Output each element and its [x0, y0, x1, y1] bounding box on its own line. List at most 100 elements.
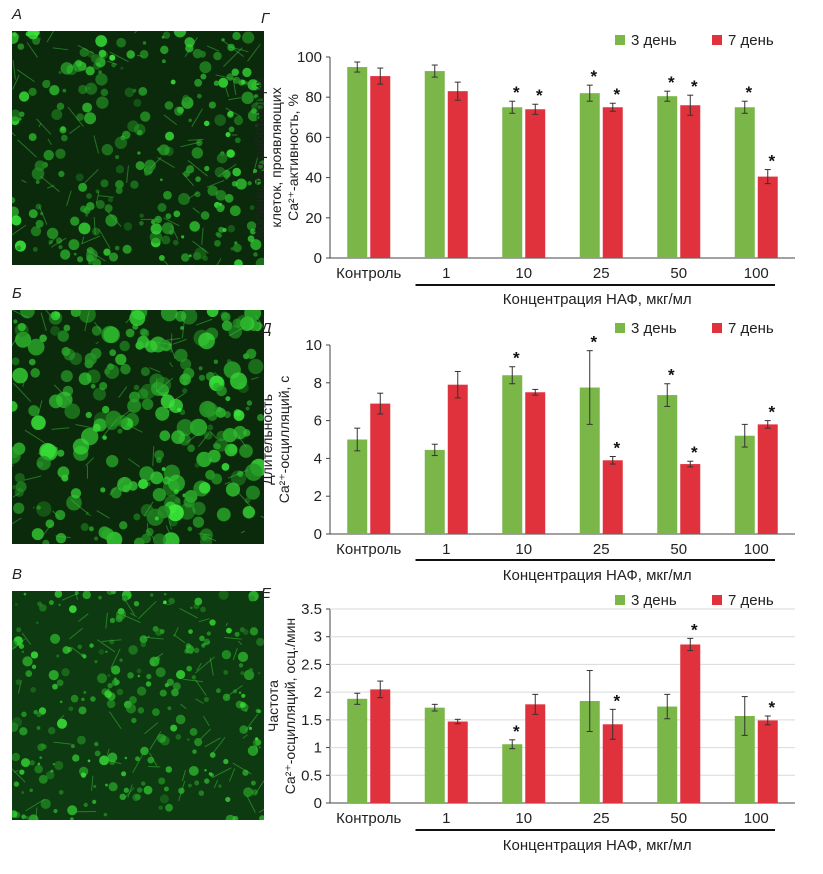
cell-process [48, 238, 55, 246]
cell-process [198, 618, 210, 623]
cell-process [236, 490, 252, 508]
y-tick-label: 0 [314, 795, 322, 812]
panel-label-a: А [12, 6, 23, 23]
cell-process [199, 728, 211, 740]
cell-process [217, 163, 237, 178]
cell-body [215, 407, 226, 418]
cell-body [31, 415, 46, 430]
cell-body [56, 718, 68, 729]
bar-day3 [502, 107, 523, 258]
x-tick-label: Контроль [336, 265, 401, 282]
y-tick-label: 8 [314, 375, 322, 392]
bar-day7 [602, 460, 623, 534]
cell-body [193, 647, 200, 654]
cell-body [249, 627, 259, 636]
bar-day7 [370, 76, 391, 258]
cell-body [62, 385, 74, 397]
cell-body [124, 756, 128, 760]
cell-body [237, 651, 249, 662]
cell-body [249, 205, 255, 211]
cell-process [195, 698, 204, 704]
significance-asterisk: * [590, 67, 597, 86]
cell-body [108, 252, 119, 262]
cell-body [232, 243, 242, 253]
cell-body [226, 149, 235, 158]
cell-body [85, 82, 98, 95]
cell-body [187, 526, 193, 532]
cell-body [99, 381, 108, 391]
bar-day7 [447, 91, 468, 258]
y-tick-label: 0 [314, 250, 322, 267]
cell-process [81, 235, 101, 245]
cell-process [53, 384, 71, 402]
cell-process [254, 779, 264, 794]
x-tick-label: 25 [593, 541, 610, 558]
cell-body [228, 126, 235, 133]
cell-body [256, 637, 264, 647]
x-axis-label: Концентрация НАФ, мкг/мл [503, 291, 692, 308]
cell-process [57, 714, 65, 722]
y-tick-label: 0.5 [301, 767, 322, 784]
cell-body [206, 310, 219, 318]
cell-process [169, 392, 186, 404]
cell-body [59, 126, 67, 134]
cell-body [34, 764, 43, 774]
cell-body [116, 609, 127, 620]
cell-process [50, 237, 67, 248]
cell-body [213, 51, 222, 61]
bar-day7 [525, 109, 546, 258]
cell-body [157, 203, 167, 212]
cell-body [36, 711, 42, 718]
significance-asterisk: * [590, 333, 597, 352]
cell-body [28, 405, 40, 417]
cell-body [21, 711, 27, 718]
cell-process [78, 613, 89, 622]
cell-body [75, 173, 84, 182]
cell-body [61, 668, 70, 677]
cell-body [144, 171, 149, 176]
cell-body [19, 769, 25, 775]
cell-body [145, 681, 152, 687]
cell-body [255, 257, 264, 265]
cell-body [107, 196, 114, 203]
cell-body [16, 627, 22, 633]
cell-body [23, 592, 27, 596]
cell-body [66, 494, 82, 511]
cell-body [166, 504, 184, 522]
cell-body [61, 134, 68, 142]
cell-body [75, 59, 83, 67]
cell-body [170, 724, 178, 732]
micrograph-background [12, 591, 264, 820]
x-tick-label: 50 [670, 541, 687, 558]
cell-body [12, 752, 20, 762]
cell-body [57, 449, 65, 457]
cell-body [106, 531, 123, 544]
cell-process [22, 376, 27, 387]
cell-body [130, 180, 139, 189]
y-tick-label: 6 [314, 413, 322, 430]
cell-body [50, 633, 61, 644]
cell-body [245, 485, 260, 500]
cell-body [185, 645, 195, 654]
cell-process [185, 432, 201, 443]
cell-body [150, 223, 162, 235]
cell-body [144, 159, 156, 171]
cell-body [207, 424, 214, 431]
cell-process [21, 179, 27, 183]
cell-body [73, 252, 77, 256]
cell-body [140, 641, 147, 648]
cell-body [55, 532, 67, 544]
cell-body [207, 449, 221, 463]
legend-label: 7 день [728, 32, 774, 49]
cell-body [227, 224, 236, 233]
x-axis-label: Концентрация НАФ, мкг/мл [503, 837, 692, 854]
cell-process [12, 492, 20, 498]
cell-body [163, 464, 181, 482]
cell-body [221, 462, 230, 471]
cell-body [159, 629, 165, 634]
cell-process [52, 510, 61, 518]
y-axis-label: Ca²⁺-осцилляций, с [276, 376, 292, 504]
cell-body [70, 817, 74, 820]
cell-body [51, 109, 63, 121]
chart-panel-label: Д [259, 320, 272, 337]
